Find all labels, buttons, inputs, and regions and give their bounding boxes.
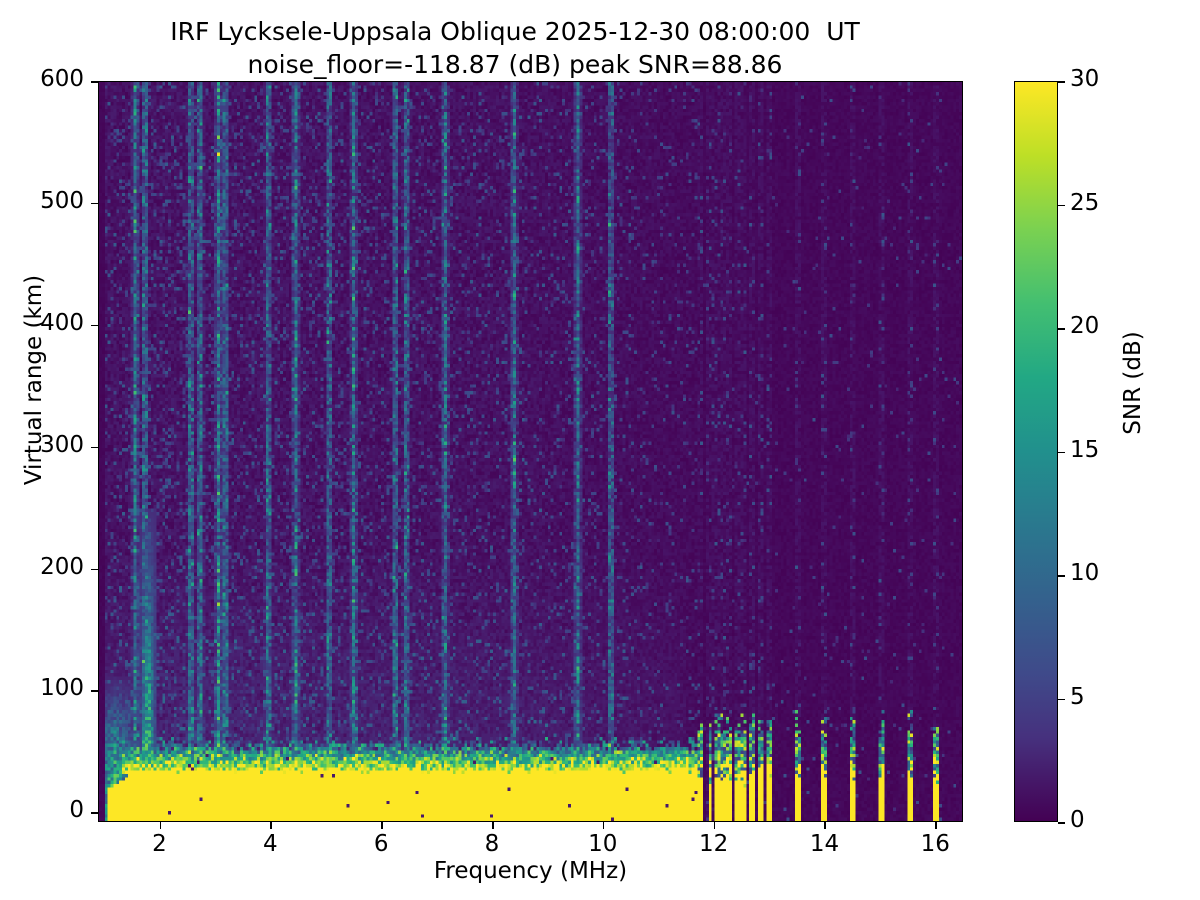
y-tick: [91, 690, 98, 692]
colorbar-tick: [1058, 451, 1065, 454]
y-tick: [91, 202, 98, 205]
colorbar-tick-label: 30: [1070, 66, 1100, 92]
title-line-2: noise_floor=-118.87 (dB) peak SNR=88.86: [247, 49, 783, 79]
y-axis-label: Virtual range (km): [21, 274, 47, 486]
colorbar-tick-label: 5: [1070, 683, 1085, 710]
y-tick: [91, 812, 98, 814]
x-tick-label: 8: [484, 831, 500, 857]
x-tick: [491, 822, 494, 829]
x-tick-label: 2: [152, 831, 167, 857]
x-tick: [935, 822, 937, 829]
colorbar-tick: [1058, 575, 1065, 577]
y-tick: [91, 324, 98, 327]
colorbar-tick-label: 20: [1070, 313, 1100, 339]
x-tick-label: 6: [373, 831, 389, 857]
x-tick: [602, 822, 605, 829]
x-tick: [159, 822, 162, 829]
y-tick: [91, 81, 98, 83]
x-tick: [270, 822, 272, 829]
x-tick: [824, 822, 827, 829]
x-tick-label: 4: [263, 831, 278, 857]
x-tick-label: 16: [920, 831, 950, 857]
x-tick-label: 12: [699, 831, 729, 857]
y-tick: [91, 568, 98, 571]
y-tick: [91, 446, 98, 449]
x-tick: [381, 822, 383, 829]
figure-title: IRF Lycksele-Uppsala Oblique 2025-12-30 …: [0, 16, 1030, 81]
colorbar-tick-label: 0: [1070, 807, 1085, 833]
y-tick-label: 500: [40, 187, 84, 214]
colorbar-tick: [1058, 204, 1065, 207]
title-line-1: IRF Lycksele-Uppsala Oblique 2025-12-30 …: [170, 17, 860, 46]
colorbar-tick: [1058, 81, 1065, 83]
x-tick-label: 10: [588, 831, 618, 857]
ionogram-plot-area: [98, 81, 963, 822]
y-tick-label: 300: [40, 431, 84, 458]
colorbar-tick: [1058, 822, 1065, 824]
colorbar-tick: [1058, 698, 1065, 701]
y-tick-label: 600: [40, 66, 84, 92]
x-axis-label: Frequency (MHz): [433, 858, 628, 884]
y-tick-label: 0: [69, 797, 84, 824]
colorbar: [1014, 81, 1058, 822]
y-tick-label: 200: [40, 553, 84, 580]
ionogram-heatmap: [99, 82, 962, 821]
y-tick-label: 400: [40, 309, 84, 336]
y-tick-label: 100: [40, 675, 84, 702]
x-tick-label: 14: [809, 831, 840, 857]
colorbar-tick-label: 10: [1070, 560, 1100, 586]
colorbar-tick-label: 25: [1070, 189, 1100, 216]
colorbar-label: SNR (dB): [1120, 331, 1146, 435]
x-tick: [713, 822, 716, 829]
colorbar-tick-label: 15: [1070, 436, 1100, 463]
colorbar-tick: [1058, 328, 1065, 330]
